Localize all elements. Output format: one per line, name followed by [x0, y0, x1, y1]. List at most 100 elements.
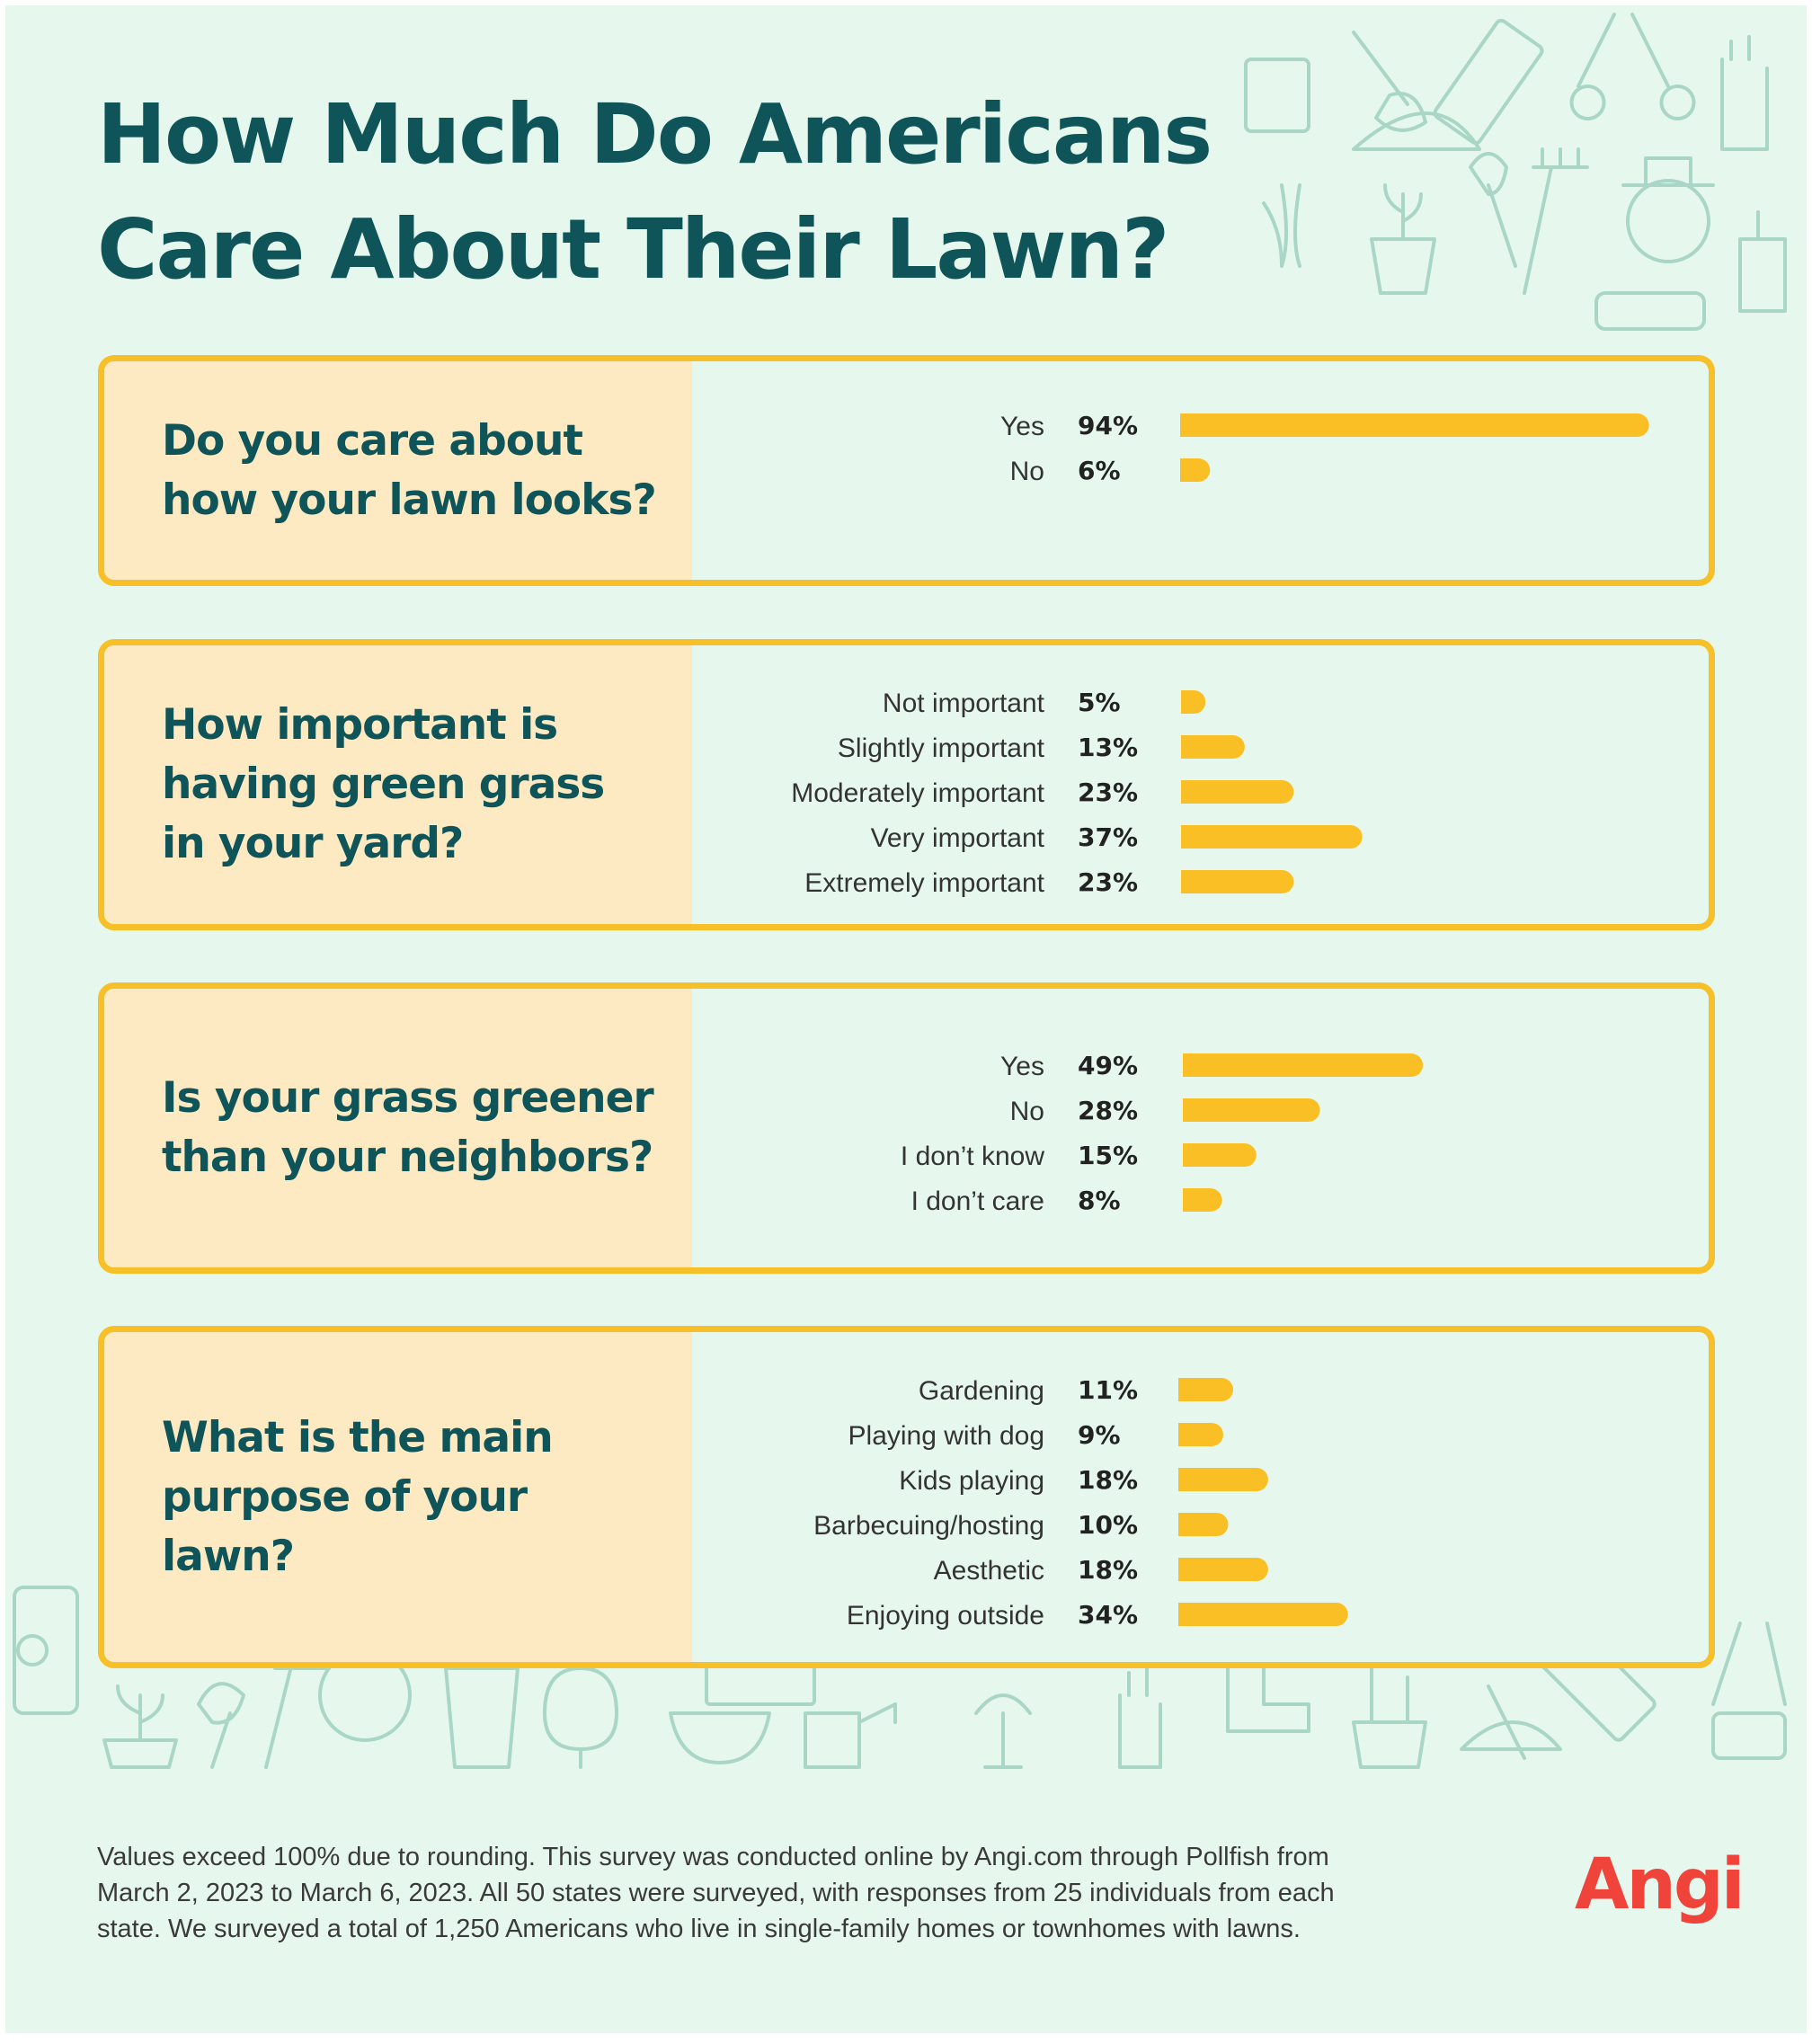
value-label: 10% [1078, 1510, 1138, 1540]
bar [1183, 1143, 1257, 1167]
bar-base [1183, 1098, 1195, 1122]
value-label: 23% [1078, 778, 1138, 807]
question-line: purpose of your lawn? [162, 1471, 528, 1581]
value-label: 28% [1078, 1096, 1138, 1125]
value-label: 23% [1078, 867, 1138, 897]
bar [1178, 1558, 1268, 1581]
question-line: than your neighbors? [162, 1133, 653, 1182]
value-label: 5% [1078, 688, 1121, 717]
ladder-icon [1433, 18, 1544, 146]
footnote-line: Values exceed 100% due to rounding. This… [97, 1843, 1329, 1871]
potted-plant-icon [1370, 183, 1436, 295]
bowl-icon [669, 1711, 771, 1764]
bar-base [1181, 690, 1193, 714]
hose-reel-icon [1711, 1711, 1787, 1760]
gardener-icon [1626, 179, 1710, 263]
wheelbarrow-icon [1594, 291, 1706, 331]
category-label: Playing with dog [848, 1421, 1044, 1451]
soil-shovel-icon [1460, 1684, 1562, 1760]
question-panel: What is the main purpose of your lawn? [104, 1332, 692, 1662]
title-line: How Much Do Americans [97, 86, 1212, 182]
page-title: How Much Do Americans Care About Their L… [97, 77, 1212, 307]
bar [1178, 1513, 1229, 1536]
question-panel: Is your grass greener than your neighbor… [104, 989, 692, 1267]
question-line: How important is [162, 700, 558, 750]
question-line: Do you care about [162, 415, 583, 466]
flower-icon [16, 1634, 49, 1666]
bar-chart: Yes 94% No 6% [1000, 411, 1649, 486]
category-label: Yes [1000, 1052, 1044, 1081]
value-label: 94% [1078, 411, 1138, 440]
value-label: 37% [1078, 822, 1138, 852]
bar [1181, 825, 1363, 849]
bar-chart: Gardening 11% Playing with dog 9% Kids playi… [813, 1375, 1348, 1631]
seed-bag-icon [13, 1586, 79, 1715]
survey-card-greener-grass: Is your grass greener than your neighbor… [98, 982, 1715, 1274]
footnote-line: March 2, 2023 to March 6, 2023. All 50 s… [97, 1879, 1335, 1907]
bar-base [1183, 1053, 1195, 1077]
sprout-pot-icon [102, 1684, 178, 1769]
bar [1183, 1098, 1320, 1122]
category-label: Barbecuing/hosting [813, 1511, 1044, 1541]
category-label: Not important [883, 689, 1045, 718]
sprinkler-icon [974, 1693, 1032, 1769]
category-label: No [1010, 457, 1044, 486]
question-line: What is the main [162, 1412, 554, 1462]
survey-card-lawn-looks: Do you care about how your lawn looks? Y… [98, 355, 1715, 586]
survey-footnote: Values exceed 100% due to rounding. This… [97, 1839, 1499, 1947]
bag-icon [444, 1666, 520, 1769]
bar [1183, 1053, 1424, 1077]
bar-base [1178, 1378, 1190, 1401]
survey-card-lawn-purpose: What is the main purpose of your lawn? G… [98, 1326, 1715, 1668]
value-label: 8% [1078, 1186, 1121, 1215]
category-label: Extremely important [804, 868, 1044, 898]
rake-icon [1523, 147, 1589, 295]
title-line: Care About Their Lawn? [97, 201, 1169, 298]
category-label: I don’t care [911, 1186, 1044, 1216]
question-line: how your lawn looks? [162, 475, 657, 525]
bar [1181, 735, 1245, 759]
question-title: What is the main purpose of your lawn? [162, 1409, 656, 1586]
glove-icon [1720, 35, 1769, 151]
bar [1181, 780, 1294, 804]
question-line: Is your grass greener [162, 1073, 654, 1123]
bar-base [1181, 825, 1193, 849]
pruning-shears-icon [1569, 13, 1696, 120]
garden-icons-pattern-top [1244, 13, 1787, 331]
grass-icon [1262, 183, 1301, 268]
bar-chart: Yes 49% No 28% I don’t know 15% I don’t care 8% [901, 1051, 1424, 1216]
shears-icon [1711, 1622, 1787, 1706]
cactus-pot-icon [1244, 58, 1310, 133]
value-label: 11% [1078, 1375, 1138, 1405]
bar-base [1178, 1423, 1190, 1446]
question-line: in your yard? [162, 819, 464, 868]
angi-logo: Angi [1575, 1844, 1745, 1925]
bar-base [1183, 1188, 1195, 1212]
category-label: Gardening [919, 1376, 1044, 1406]
bar-base [1178, 1558, 1190, 1581]
trowel-icon [1469, 152, 1517, 268]
question-title: How important is having green grass in y… [162, 696, 656, 874]
question-line: having green grass [162, 760, 605, 809]
category-label: Slightly important [838, 733, 1045, 763]
bar-base [1180, 413, 1192, 437]
value-label: 18% [1078, 1465, 1138, 1495]
value-label: 18% [1078, 1555, 1138, 1585]
bar [1178, 1378, 1234, 1401]
value-label: 34% [1078, 1600, 1138, 1630]
value-label: 13% [1078, 733, 1138, 762]
bar [1178, 1603, 1348, 1626]
question-title: Do you care about how your lawn looks? [162, 412, 657, 530]
watering-can-icon [804, 1702, 897, 1769]
trowel-icon [197, 1682, 245, 1769]
bar [1178, 1468, 1268, 1491]
glove-icon [1118, 1666, 1162, 1769]
tree-icon [543, 1666, 618, 1769]
bar [1180, 413, 1649, 437]
question-panel: How important is having green grass in y… [104, 645, 692, 924]
bar-base [1181, 735, 1193, 759]
bar-base [1183, 1143, 1195, 1167]
garden-icons-pattern-bottom [13, 1586, 1787, 1769]
bar [1181, 870, 1294, 893]
bar-base [1181, 780, 1193, 804]
